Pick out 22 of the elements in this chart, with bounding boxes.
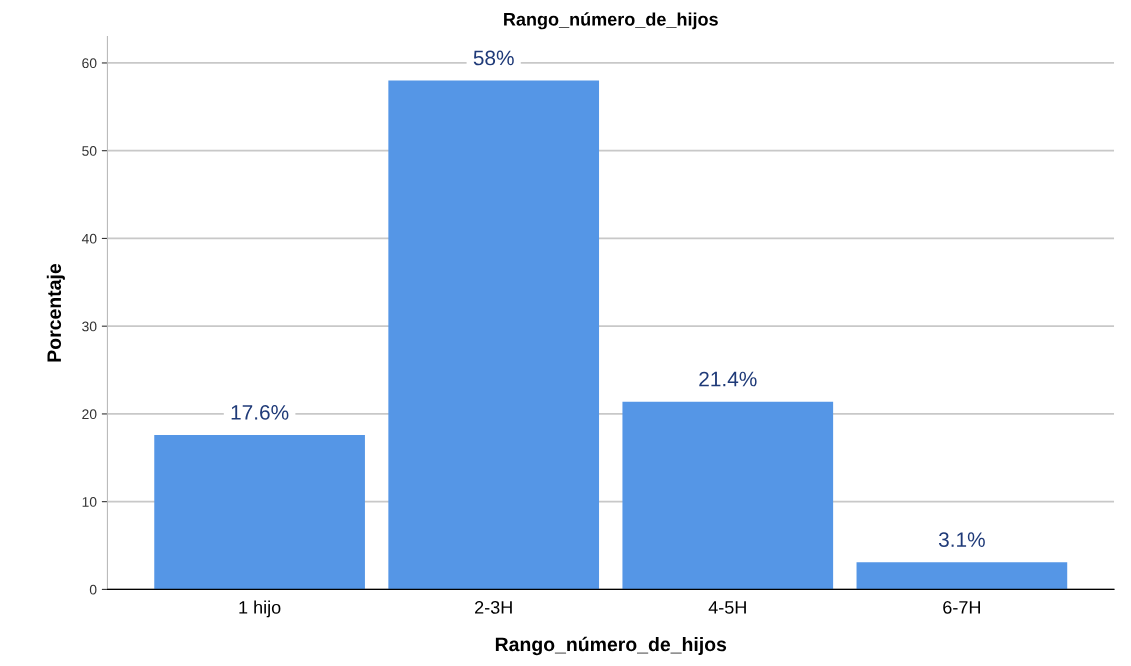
data-label: 58% bbox=[473, 50, 514, 66]
data-label: 3.1% bbox=[938, 532, 985, 547]
y-tick-label: 50 bbox=[82, 146, 97, 156]
y-tick-label: 40 bbox=[81, 233, 97, 244]
y-tick-label: 30 bbox=[82, 321, 97, 332]
chart-title: Rango_número_de_hijos bbox=[504, 12, 718, 30]
y-tick-label: 60 bbox=[82, 58, 97, 69]
bar bbox=[622, 401, 834, 590]
x-tick-label: 2-3H bbox=[475, 601, 512, 614]
y-tick-label: 0 bbox=[89, 584, 97, 595]
data-label: 17.6% bbox=[231, 405, 289, 420]
bar bbox=[856, 562, 1068, 590]
y-tick-label: 10 bbox=[82, 497, 97, 507]
bar bbox=[154, 434, 365, 590]
x-tick-label: 4-5H bbox=[708, 601, 746, 614]
x-tick-label: 1 hijo bbox=[239, 600, 281, 618]
y-axis-title: Porcentaje bbox=[46, 263, 65, 362]
x-axis-title: Rango_número_de_hijos bbox=[495, 636, 727, 656]
bar bbox=[388, 80, 600, 590]
y-tick-label: 20 bbox=[82, 409, 97, 420]
x-tick-label: 6-7H bbox=[943, 601, 980, 614]
data-label: 21.4% bbox=[699, 371, 757, 387]
